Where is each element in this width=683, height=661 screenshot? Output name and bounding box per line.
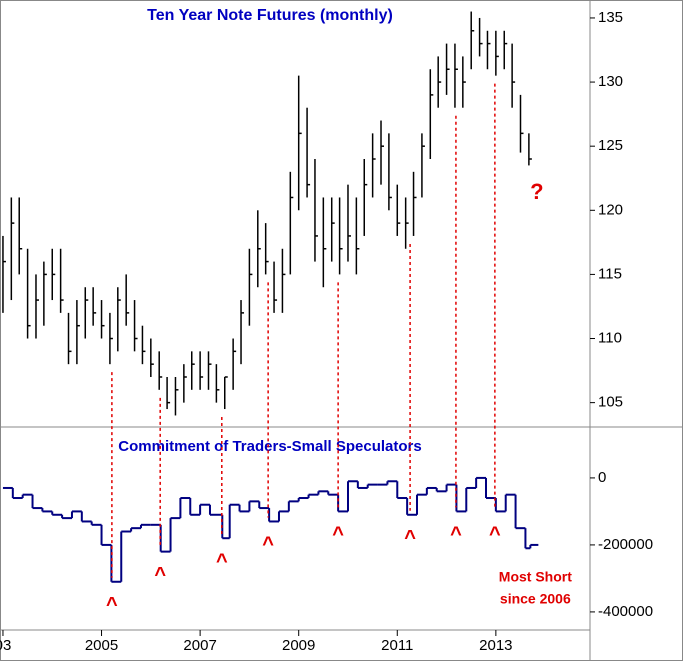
signal-caret: ^ [489, 524, 501, 546]
signal-caret: ^ [332, 524, 344, 546]
y-tick-label: -400000 [598, 603, 653, 620]
signal-caret: ^ [216, 550, 228, 572]
y-tick-label: -200000 [598, 536, 653, 553]
bottom-title: Commitment of Traders-Small Speculators [118, 438, 421, 455]
y-tick-label: 115 [598, 265, 622, 282]
y-tick-label: 130 [598, 73, 623, 90]
top-title: Ten Year Note Futures (monthly) [147, 7, 393, 24]
y-tick-label: 135 [598, 9, 623, 26]
x-tick-label: 2009 [282, 637, 315, 654]
y-tick-label: 110 [598, 329, 622, 346]
signal-caret: ^ [262, 534, 274, 556]
x-tick-label: 2005 [85, 637, 118, 654]
most-short-note: since 2006 [500, 591, 571, 607]
signal-caret: ^ [154, 564, 166, 586]
y-tick-label: 105 [598, 394, 623, 411]
y-tick-label: 125 [598, 137, 623, 154]
x-tick-label: 03 [0, 637, 11, 654]
signal-caret: ^ [404, 527, 416, 549]
y-tick-label: 120 [598, 201, 623, 218]
question-mark: ? [530, 179, 543, 204]
most-short-note: Most Short [499, 569, 572, 585]
x-tick-label: 2007 [183, 637, 216, 654]
signal-caret: ^ [106, 594, 118, 616]
x-tick-label: 2011 [381, 637, 413, 654]
signal-caret: ^ [450, 524, 462, 546]
x-tick-label: 2013 [479, 637, 512, 654]
y-tick-label: 0 [598, 469, 606, 486]
